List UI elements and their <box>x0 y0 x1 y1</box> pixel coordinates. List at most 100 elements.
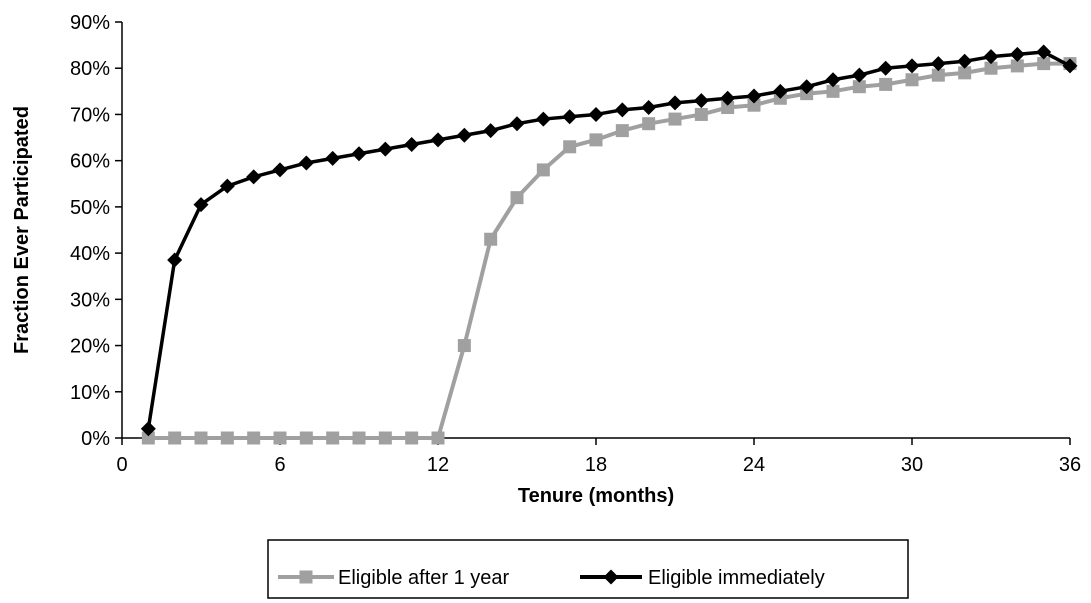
data-point <box>642 117 656 131</box>
x-tick-label: 6 <box>274 454 285 476</box>
data-point <box>246 169 262 185</box>
data-point <box>167 252 183 268</box>
data-point <box>614 102 630 118</box>
axes <box>121 22 1070 439</box>
data-point <box>352 431 366 445</box>
x-tick-label: 24 <box>743 454 765 476</box>
data-point <box>852 80 866 94</box>
data-point <box>905 73 919 87</box>
x-axis-title: Tenure (months) <box>518 485 674 507</box>
y-tick-label: 30% <box>70 289 110 311</box>
series-line <box>146 50 1071 430</box>
data-point <box>457 339 471 353</box>
data-point <box>220 431 234 445</box>
data-point <box>825 72 841 88</box>
series-layer <box>140 44 1078 445</box>
data-point <box>535 111 551 127</box>
data-point <box>351 146 367 162</box>
data-point <box>378 431 392 445</box>
data-point <box>747 98 761 112</box>
y-tick-label: 80% <box>70 58 110 80</box>
y-tick-label: 60% <box>70 151 110 173</box>
data-point <box>1036 44 1052 60</box>
data-point <box>193 197 209 213</box>
data-point <box>299 431 313 445</box>
data-point <box>430 132 446 148</box>
data-point <box>1009 46 1025 62</box>
data-point <box>615 124 629 138</box>
data-point <box>930 56 946 72</box>
data-point <box>931 68 945 82</box>
x-tick-label: 18 <box>585 454 607 476</box>
x-tick-label: 12 <box>427 454 449 476</box>
data-point <box>247 431 261 445</box>
data-point <box>667 95 683 111</box>
data-point <box>404 136 420 152</box>
y-tick-label: 20% <box>70 336 110 358</box>
data-point <box>589 133 603 147</box>
x-tick-label: 30 <box>901 454 923 476</box>
data-point <box>904 58 920 74</box>
data-point <box>693 93 709 109</box>
series-line <box>148 61 1070 440</box>
data-point <box>1010 59 1024 73</box>
data-point <box>431 431 445 445</box>
y-axis-title: Fraction Ever Participated <box>11 106 33 354</box>
y-tick-label: 50% <box>70 197 110 219</box>
data-point <box>326 431 340 445</box>
series-2 <box>140 44 1078 437</box>
data-point <box>879 77 893 91</box>
data-point <box>799 79 815 95</box>
data-point <box>746 88 762 104</box>
legend-swatch-marker <box>603 569 619 585</box>
data-point <box>325 150 341 166</box>
legend-swatch-marker <box>299 570 313 584</box>
legend-label: Eligible after 1 year <box>338 567 510 589</box>
series-1 <box>141 57 1077 445</box>
data-point <box>984 61 998 75</box>
data-point <box>694 107 708 121</box>
data-point <box>405 431 419 445</box>
data-point <box>721 101 735 115</box>
data-point <box>219 178 235 194</box>
data-point <box>509 116 525 132</box>
x-tick-label: 0 <box>116 454 127 476</box>
data-point <box>510 191 524 205</box>
data-point <box>851 67 867 83</box>
data-point <box>298 155 314 171</box>
data-point <box>272 162 288 178</box>
data-point <box>878 60 894 76</box>
y-tick-label: 90% <box>70 12 110 34</box>
data-point <box>168 431 182 445</box>
y-tick-label: 70% <box>70 104 110 126</box>
x-tick-label: 36 <box>1059 454 1081 476</box>
data-point <box>562 109 578 125</box>
data-point <box>1037 57 1051 71</box>
data-point <box>483 123 499 139</box>
y-tick-label: 40% <box>70 243 110 265</box>
x-axis-ticks: 0 6 12 18 24 30 36 <box>116 438 1081 476</box>
data-point <box>377 141 393 157</box>
data-point <box>668 112 682 126</box>
data-point <box>588 106 604 122</box>
legend-box <box>267 539 909 599</box>
data-point <box>563 140 577 154</box>
data-point <box>958 66 972 80</box>
data-point <box>1062 58 1078 74</box>
data-point <box>194 431 208 445</box>
data-point <box>983 49 999 65</box>
data-point <box>957 53 973 69</box>
data-point <box>456 127 472 143</box>
data-point <box>772 83 788 99</box>
data-point <box>720 90 736 106</box>
legend-label: Eligible immediately <box>648 567 825 589</box>
data-point <box>141 431 155 445</box>
data-point <box>273 431 287 445</box>
legend: Eligible after 1 year Eligible immediatel… <box>267 539 909 599</box>
data-point <box>484 232 498 246</box>
y-axis-ticks: 0% 10% 20% 30% 40% 50% 60% 70% 80% 90% <box>70 12 122 450</box>
data-point <box>140 421 156 437</box>
data-point <box>641 100 657 116</box>
data-point <box>826 84 840 98</box>
data-point <box>536 163 550 177</box>
